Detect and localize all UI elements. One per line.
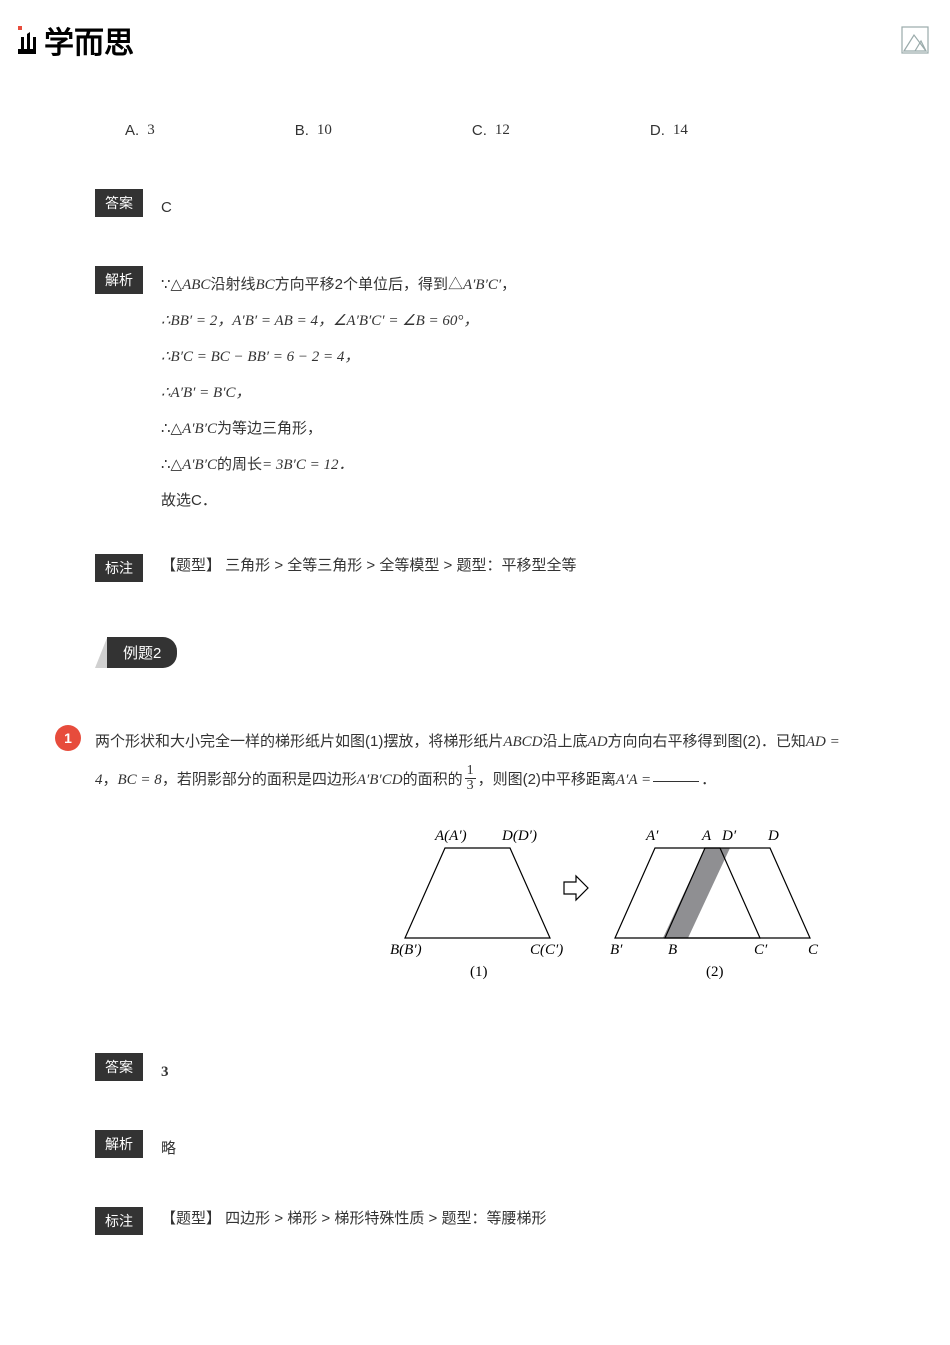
example-slash-icon [95, 638, 107, 668]
t: ABCD [503, 734, 542, 750]
fig2-label-b: B [668, 942, 677, 958]
option-b-label: B. [295, 122, 309, 139]
t: ，若阴影部分的面积是四边形 [162, 771, 357, 788]
option-a-value: 3 [147, 122, 155, 139]
answer-block-1: 答案 C [95, 189, 855, 226]
t: 沿射线 [210, 276, 255, 293]
figure-row: A(A′) D(D′) B(B′) C(C′) (1) A′ A D′ D B′… [95, 818, 855, 993]
explain-block-2: 解析 略 [95, 1130, 855, 1167]
fig1-label-c: C(C′) [530, 942, 563, 958]
tag-label: 标注 [95, 554, 143, 582]
document-corner-icon [900, 25, 930, 55]
explain-value-2: 略 [161, 1130, 176, 1167]
t: ， [103, 771, 118, 788]
option-a: A. 3 [125, 122, 155, 139]
fig2-label-bp: B′ [610, 942, 623, 958]
t: ∵△ [161, 276, 182, 293]
option-a-label: A. [125, 122, 139, 139]
explain-body: ∵△ABC沿射线BC方向平移2个单位后，得到△A′B′C′， ∴BB′ = 2，… [161, 266, 516, 519]
brand-logo: 学而思 [12, 18, 134, 62]
explain-block-1: 解析 ∵△ABC沿射线BC方向平移2个单位后，得到△A′B′C′， ∴BB′ =… [95, 266, 855, 519]
t: 3 [465, 779, 476, 793]
option-c: C. 12 [472, 122, 510, 139]
option-c-value: 12 [495, 122, 510, 139]
tag-block-2: 标注 【题型】 四边形 > 梯形 > 梯形特殊性质 > 题型：等腰梯形 [95, 1207, 855, 1235]
tag-text: 【题型】 三角形 > 全等三角形 > 全等模型 > 题型：平移型全等 [161, 554, 576, 575]
option-d-label: D. [650, 122, 665, 139]
explain-label: 解析 [95, 266, 143, 294]
t: BC [255, 277, 274, 293]
figure-2: A′ A D′ D B′ B C′ C (2) [610, 818, 855, 993]
problem-body: 两个形状和大小完全一样的梯形纸片如图(1)摆放，将梯形纸片ABCD沿上底AD方向… [95, 723, 855, 800]
option-d-value: 14 [673, 122, 688, 139]
t: 方向向右平移得到图(2)．已知 [608, 733, 806, 750]
t: 故选C． [161, 483, 516, 519]
t: ∴△ [161, 456, 182, 473]
t: ∴BB′ = 2，A′B′ = AB = 4，∠A′B′C′ = ∠B = 60… [161, 303, 516, 339]
answer-label: 答案 [95, 189, 143, 217]
brand-text: 学而思 [44, 18, 134, 62]
t: A′A = [616, 772, 651, 788]
t: ∴A′B′ = B′C， [161, 375, 516, 411]
fig2-label-ap: A′ [645, 828, 659, 844]
t: A′B′CD [357, 772, 403, 788]
t: ， [501, 276, 516, 293]
option-b-value: 10 [317, 122, 332, 139]
t: = 3B′C = 12． [262, 457, 353, 473]
example-2-label: 例题2 [107, 637, 177, 668]
t: ABC [182, 277, 210, 293]
fig2-caption: (2) [706, 964, 724, 980]
fig2-label-dp: D′ [721, 828, 737, 844]
t: ． [701, 771, 716, 788]
fraction: 13 [465, 764, 476, 793]
t: A′B′C′ [463, 277, 501, 293]
fig2-label-d: D [767, 828, 779, 844]
answer-value-2: 3 [161, 1053, 169, 1090]
answer-value: C [161, 189, 172, 226]
figure-1: A(A′) D(D′) B(B′) C(C′) (1) [390, 818, 600, 993]
t: ∴△ [161, 420, 182, 437]
t: AD [588, 734, 608, 750]
t: 1 [465, 764, 476, 779]
mc-options: A. 3 B. 10 C. 12 D. 14 [125, 122, 855, 139]
problem-badge: 1 [55, 725, 81, 751]
t: A′B′C [182, 457, 217, 473]
fig1-label-d: D(D′) [501, 828, 537, 844]
tag-label-2: 标注 [95, 1207, 143, 1235]
fig1-caption: (1) [470, 964, 488, 980]
fig1-label-b: B(B′) [390, 942, 422, 958]
fig2-label-a: A [701, 828, 712, 844]
t: 为等边三角形， [217, 420, 322, 437]
example-2-header: 例题2 [95, 637, 177, 668]
t: 的周长 [217, 456, 262, 473]
tag-text-2: 【题型】 四边形 > 梯形 > 梯形特殊性质 > 题型：等腰梯形 [161, 1207, 546, 1228]
t: ∴B′C = BC − BB′ = 6 − 2 = 4， [161, 339, 516, 375]
option-d: D. 14 [650, 122, 688, 139]
t: 沿上底 [543, 733, 588, 750]
t: 两个形状和大小完全一样的梯形纸片如图(1)摆放，将梯形纸片 [95, 733, 503, 750]
fig1-label-a: A(A′) [434, 828, 467, 844]
arrow-right-icon [564, 876, 588, 900]
tag-block-1: 标注 【题型】 三角形 > 全等三角形 > 全等模型 > 题型：平移型全等 [95, 554, 855, 582]
fig2-label-c: C [808, 942, 819, 958]
problem-2: 1 两个形状和大小完全一样的梯形纸片如图(1)摆放，将梯形纸片ABCD沿上底AD… [95, 723, 855, 800]
fill-blank [653, 781, 699, 782]
t: ，则图(2)中平移距离 [478, 771, 616, 788]
brand-hand-icon [12, 24, 40, 56]
answer-block-2: 答案 3 [95, 1053, 855, 1090]
t: BC = 8 [118, 772, 162, 788]
t: 方向平移2个单位后，得到△ [275, 276, 463, 293]
answer-label-2: 答案 [95, 1053, 143, 1081]
option-c-label: C. [472, 122, 487, 139]
t: 的面积的 [403, 771, 463, 788]
fig2-label-cp: C′ [754, 942, 768, 958]
explain-label-2: 解析 [95, 1130, 143, 1158]
option-b: B. 10 [295, 122, 332, 139]
t: A′B′C [182, 421, 217, 437]
